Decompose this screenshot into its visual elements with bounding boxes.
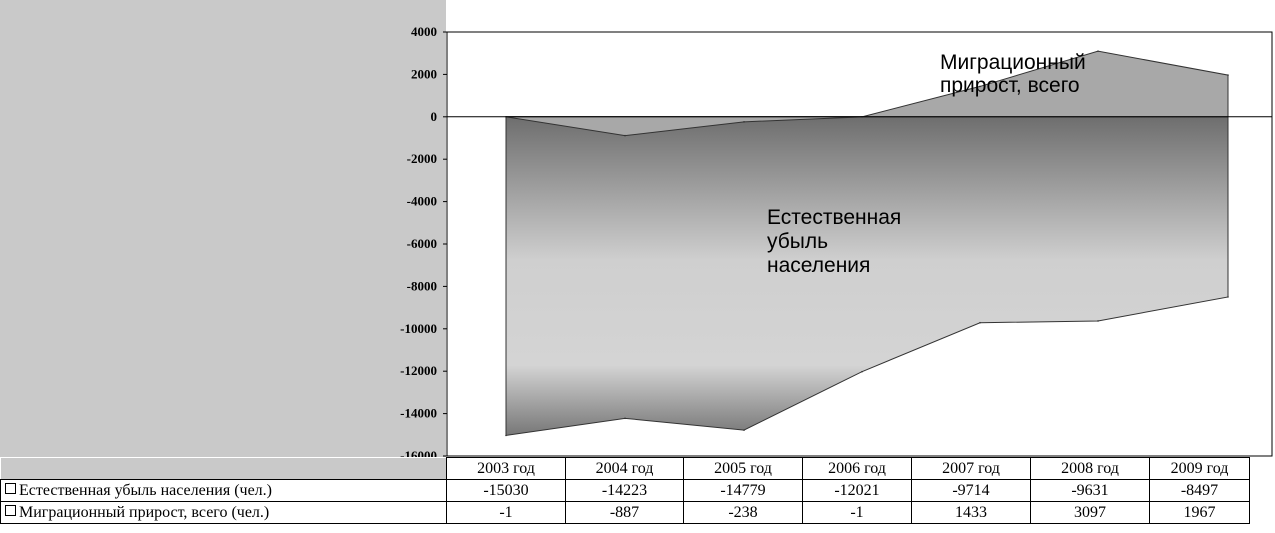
category-header: 2008 год [1030, 457, 1150, 480]
legend-key-icon [5, 505, 16, 516]
legend-key-icon [5, 483, 16, 494]
table-cell: -14779 [683, 479, 803, 502]
category-header: 2007 год [911, 457, 1031, 480]
data-table: 2003 год 2004 год 2005 год 2006 год 2007… [0, 457, 1250, 524]
table-row: Естественная убыль населения (чел.) -150… [0, 479, 1250, 502]
y-tick-label: -4000 [407, 194, 437, 209]
area-migration-growth [505, 50, 1229, 137]
y-tick-label: -16000 [400, 448, 437, 457]
y-tick-label: -10000 [400, 321, 437, 336]
table-cell: -887 [565, 501, 684, 524]
area-annotation: населения [767, 254, 870, 277]
table-row: Миграционный прирост, всего (чел.) -1 -8… [0, 501, 1250, 524]
y-tick-label: 0 [431, 109, 438, 124]
table-cell: -9714 [911, 479, 1031, 502]
table-cell: 1967 [1149, 501, 1250, 524]
natural-decrease-point [505, 434, 507, 437]
series-name: Миграционный прирост, всего (чел.) [19, 504, 270, 521]
table-corner [0, 457, 447, 480]
y-tick-label: 2000 [411, 66, 437, 81]
table-header-row: 2003 год 2004 год 2005 год 2006 год 2007… [0, 457, 1250, 480]
migration-growth-point [1227, 74, 1229, 76]
area-annotation: прирост, всего [940, 74, 1080, 97]
table-cell: 1433 [911, 501, 1031, 524]
category-header: 2005 год [683, 457, 803, 480]
migration-growth-point [1097, 50, 1099, 52]
table-cell: -238 [683, 501, 803, 524]
natural-decrease-point [979, 321, 981, 324]
chart-background-panel [0, 0, 446, 457]
migration-growth-point [743, 121, 745, 123]
table-row-label: Естественная убыль населения (чел.) [0, 479, 447, 502]
table-cell: -14223 [565, 479, 684, 502]
area-annotation: убыль [767, 230, 828, 253]
category-header: 2003 год [446, 457, 566, 480]
table-cell: -1 [802, 501, 912, 524]
migration-growth-point [979, 85, 981, 88]
table-cell: -9631 [1030, 479, 1150, 502]
natural-decrease-point [1227, 296, 1229, 298]
migration-growth-point [624, 134, 626, 137]
table-cell: -15030 [446, 479, 566, 502]
table-cell: -1 [446, 501, 566, 524]
natural-decrease-point [743, 429, 745, 431]
y-tick-label: -6000 [407, 236, 437, 251]
natural-decrease-point [1097, 320, 1099, 322]
category-header: 2004 год [565, 457, 684, 480]
y-tick-label: -8000 [407, 278, 437, 293]
category-header: 2009 год [1149, 457, 1250, 480]
chart-area: 4000 2000 0 -2000 -4000 -6000 -8000 -10000 -1200… [400, 24, 1273, 457]
table-cell: -8497 [1149, 479, 1250, 502]
y-tick-label: -12000 [400, 363, 437, 378]
series-name: Естественная убыль населения (чел.) [19, 482, 272, 499]
y-tick-label: -2000 [407, 151, 437, 166]
area-annotation: Миграционный [940, 51, 1086, 74]
natural-decrease-point [861, 370, 863, 373]
y-tick-label: -14000 [400, 406, 437, 421]
table-cell: 3097 [1030, 501, 1150, 524]
table-row-label: Миграционный прирост, всего (чел.) [0, 501, 447, 524]
area-natural-decrease [505, 116, 1229, 437]
category-header: 2006 год [802, 457, 912, 480]
natural-decrease-point [624, 417, 626, 420]
table-cell: -12021 [802, 479, 912, 502]
y-tick-label: 4000 [411, 24, 437, 39]
area-annotation: Естественная [767, 206, 901, 229]
